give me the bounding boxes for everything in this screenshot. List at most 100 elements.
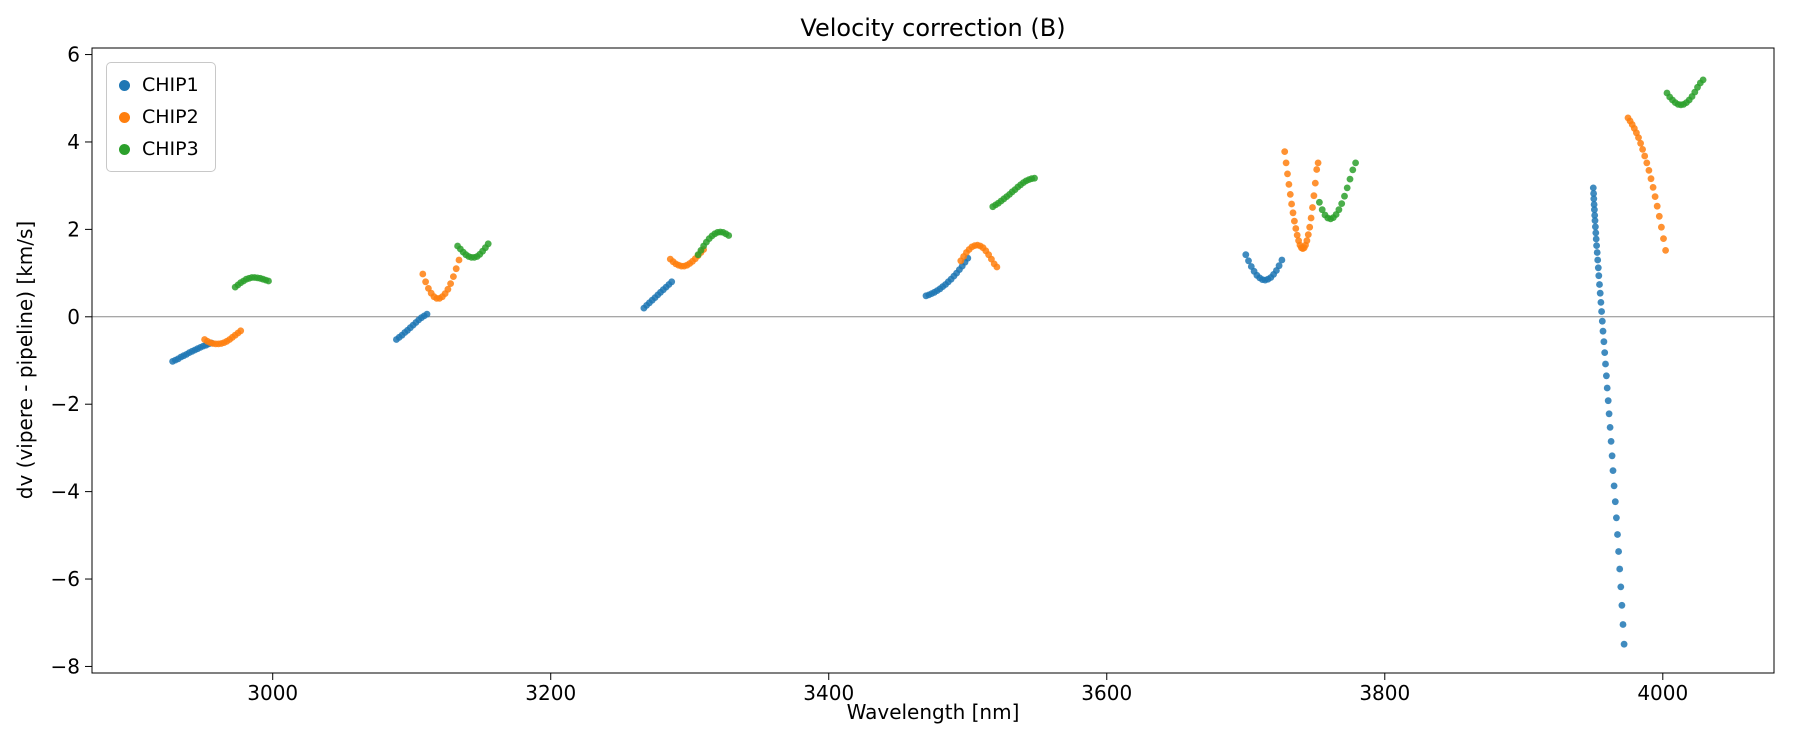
data-point-chip2 xyxy=(1643,159,1651,167)
y-tick-label: −8 xyxy=(51,654,80,678)
data-point-chip2 xyxy=(1647,175,1655,183)
data-point-chip3 xyxy=(1349,166,1357,174)
x-tick-label: 4000 xyxy=(1637,681,1688,705)
x-tick-label: 3800 xyxy=(1359,681,1410,705)
y-tick-label: −2 xyxy=(51,392,80,416)
legend: CHIP1 CHIP2 CHIP3 xyxy=(106,62,216,172)
data-point-chip1 xyxy=(1590,190,1597,197)
data-point-chip2 xyxy=(1651,193,1659,201)
data-point-chip1 xyxy=(1592,229,1600,237)
data-point-chip1 xyxy=(1589,184,1597,192)
data-point-chip2 xyxy=(1289,209,1297,217)
data-point-chip1 xyxy=(1600,338,1608,346)
x-tick-label: 3000 xyxy=(247,681,298,705)
data-point-chip3 xyxy=(1338,200,1346,208)
data-point-chip2 xyxy=(1286,191,1294,198)
data-point-chip1 xyxy=(1616,565,1624,573)
data-point-chip1 xyxy=(1618,601,1626,609)
legend-label: CHIP2 xyxy=(142,106,199,128)
data-point-chip2 xyxy=(1292,225,1300,232)
data-point-chip2 xyxy=(1639,146,1646,153)
data-point-chip2 xyxy=(1281,148,1289,156)
data-point-chip2 xyxy=(1285,181,1293,188)
data-point-chip2 xyxy=(1304,231,1312,239)
x-axis-label: Wavelength [nm] xyxy=(846,700,1020,724)
data-point-chip2 xyxy=(1653,202,1661,210)
data-point-chip3 xyxy=(1352,159,1359,167)
data-point-chip2 xyxy=(1635,134,1642,142)
data-point-chip1 xyxy=(1598,308,1605,315)
data-point-chip1 xyxy=(1601,349,1609,356)
data-point-chip1 xyxy=(1592,223,1599,231)
data-point-chip2 xyxy=(1309,204,1316,211)
data-point-chip2 xyxy=(419,270,427,278)
data-point-chip3 xyxy=(1699,76,1707,84)
data-point-chip1 xyxy=(1607,438,1615,445)
y-tick-label: 4 xyxy=(67,130,80,154)
data-point-chip2 xyxy=(1284,170,1291,178)
data-point-chip2 xyxy=(450,273,457,280)
data-point-chip1 xyxy=(1595,272,1603,280)
legend-marker-chip2 xyxy=(119,111,130,123)
data-point-chip3 xyxy=(265,277,272,285)
data-point-chip3 xyxy=(725,232,733,239)
data-point-chip2 xyxy=(1655,212,1663,220)
data-point-chip1 xyxy=(1609,467,1617,474)
data-point-chip1 xyxy=(1619,621,1627,628)
y-tick-label: −4 xyxy=(51,480,80,504)
data-point-chip1 xyxy=(1592,235,1600,243)
data-point-chip3 xyxy=(1343,184,1351,192)
data-point-chip2 xyxy=(1314,159,1322,167)
y-tick-label: 6 xyxy=(67,43,80,67)
data-point-chip2 xyxy=(993,263,1001,271)
data-point-chip1 xyxy=(1604,397,1612,405)
data-point-chip2 xyxy=(237,327,245,335)
data-point-chip1 xyxy=(1590,201,1598,208)
data-point-chip1 xyxy=(1598,317,1606,325)
legend-marker-chip3 xyxy=(119,143,130,155)
data-point-chip2 xyxy=(1645,167,1653,174)
legend-item-chip3: CHIP3 xyxy=(119,135,199,163)
data-point-chip2 xyxy=(1310,192,1318,200)
data-point-chip3 xyxy=(1031,174,1038,182)
data-point-chip1 xyxy=(1591,217,1599,225)
data-point-chip1 xyxy=(1594,264,1602,272)
data-point-chip1 xyxy=(1608,452,1616,460)
legend-item-chip2: CHIP2 xyxy=(119,103,199,131)
data-point-chip1 xyxy=(1278,256,1286,264)
data-point-chip2 xyxy=(1303,237,1311,245)
legend-item-chip1: CHIP1 xyxy=(119,71,199,99)
data-point-chip1 xyxy=(1591,206,1598,214)
legend-marker-chip1 xyxy=(119,79,130,91)
data-point-chip1 xyxy=(1606,424,1614,431)
data-point-chip2 xyxy=(1662,247,1669,254)
data-point-chip1 xyxy=(1594,256,1602,264)
data-point-chip2 xyxy=(1649,184,1657,191)
data-point-chip1 xyxy=(1596,289,1604,297)
data-point-chip2 xyxy=(1641,152,1649,160)
legend-label: CHIP1 xyxy=(142,74,199,96)
data-point-chip1 xyxy=(1615,548,1622,555)
data-point-chip2 xyxy=(447,280,454,287)
data-point-chip1 xyxy=(1603,384,1611,392)
data-point-chip1 xyxy=(1611,498,1619,506)
plot-border xyxy=(91,47,1775,674)
data-point-chip3 xyxy=(1316,198,1323,206)
data-point-chip1 xyxy=(1610,482,1618,490)
data-point-chip2 xyxy=(1313,166,1321,173)
x-tick-label: 3600 xyxy=(1081,681,1132,705)
data-point-chip2 xyxy=(1291,217,1298,225)
data-point-chip1 xyxy=(1605,410,1613,418)
data-point-chip2 xyxy=(1658,223,1665,231)
data-point-chip2 xyxy=(1307,214,1315,222)
data-point-chip3 xyxy=(1318,206,1326,214)
data-point-chip1 xyxy=(1275,262,1283,270)
data-point-chip1 xyxy=(1599,327,1607,335)
data-point-chip1 xyxy=(1596,281,1603,288)
data-point-chip1 xyxy=(668,278,676,286)
data-point-chip1 xyxy=(1597,299,1605,306)
data-point-chip1 xyxy=(1614,531,1621,538)
data-point-chip1 xyxy=(1603,372,1610,380)
